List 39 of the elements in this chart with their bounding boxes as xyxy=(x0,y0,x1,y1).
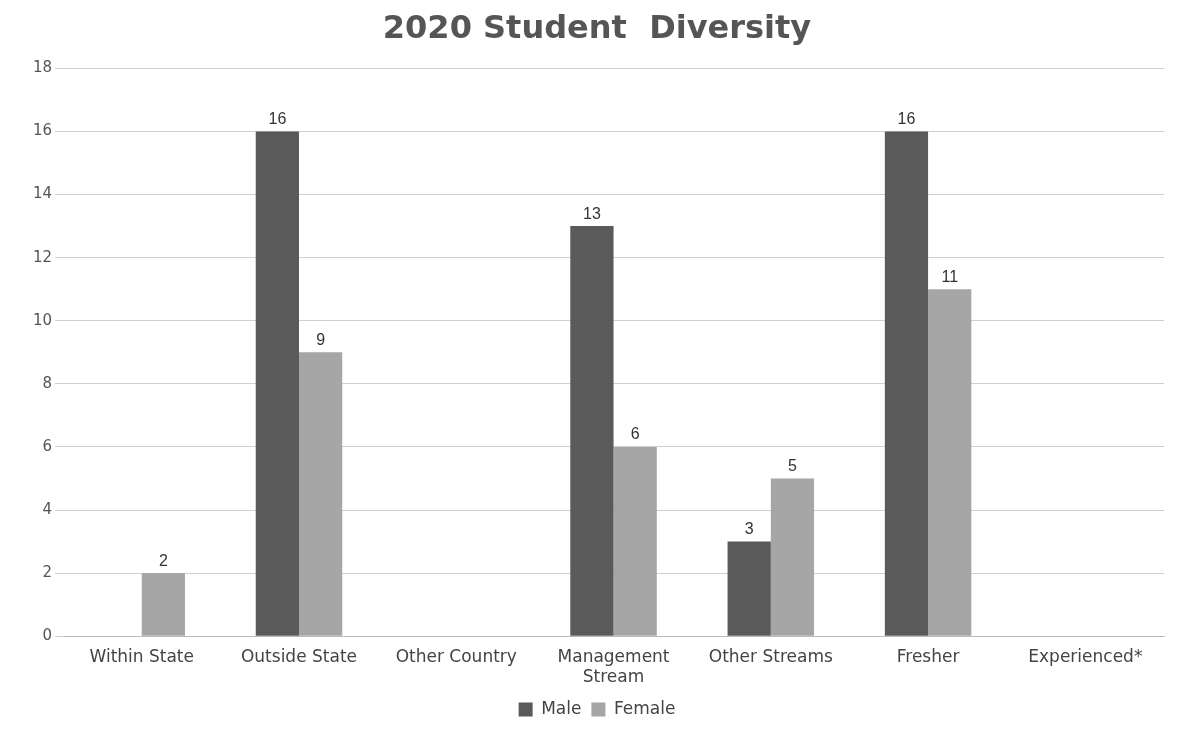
legend-label: Male xyxy=(541,697,582,718)
category-label: Outside State xyxy=(240,645,358,666)
y-tick-label: 12 xyxy=(32,247,53,266)
category-label: Other Country xyxy=(395,645,517,666)
bar xyxy=(727,541,771,636)
data-label: 16 xyxy=(897,109,916,127)
y-tick-label: 16 xyxy=(32,121,53,140)
y-tick-label: 6 xyxy=(42,436,53,455)
bar xyxy=(255,131,299,636)
bar xyxy=(770,478,815,636)
category-label: Experienced* xyxy=(1028,645,1143,666)
bar xyxy=(141,573,185,636)
bar xyxy=(299,352,343,636)
y-tick-label: 4 xyxy=(42,499,53,518)
data-label: 9 xyxy=(316,330,326,348)
y-tick-label: 2 xyxy=(42,563,53,581)
data-label: 11 xyxy=(941,267,959,285)
bar xyxy=(928,289,972,636)
data-label: 13 xyxy=(583,204,601,222)
y-tick-label: 18 xyxy=(32,58,53,77)
y-tick-label: 14 xyxy=(32,184,53,203)
bar xyxy=(570,226,614,636)
category-label: Other Streams xyxy=(708,645,833,666)
data-label: 5 xyxy=(787,456,797,474)
category-label: Management xyxy=(557,645,670,666)
bar xyxy=(613,446,657,636)
y-tick-label: 0 xyxy=(42,626,53,645)
y-tick-label: 8 xyxy=(42,373,53,392)
category-label: Stream xyxy=(582,666,645,687)
y-tick-label: 10 xyxy=(32,310,53,329)
legend-label: Female xyxy=(613,697,676,718)
category-label: Within State xyxy=(89,645,194,666)
data-label: 16 xyxy=(268,109,287,127)
category-label: Fresher xyxy=(896,645,960,666)
data-label: 6 xyxy=(630,425,640,443)
data-label: 2 xyxy=(158,551,168,569)
bar xyxy=(884,131,929,636)
chart-title: 2020 Student Diversity xyxy=(382,7,812,46)
data-label: 3 xyxy=(744,519,754,537)
